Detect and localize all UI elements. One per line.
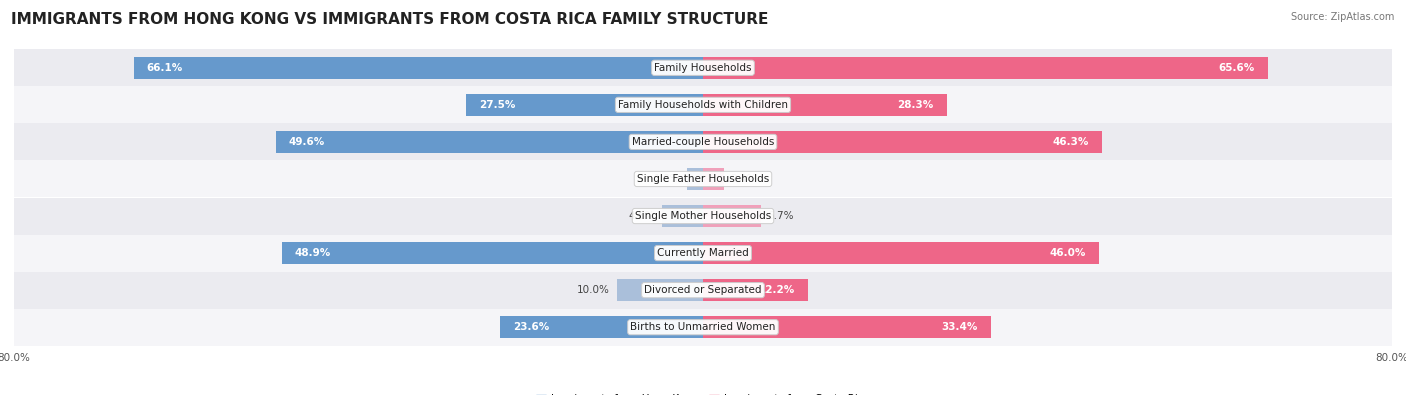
Bar (14, 308, 1392, 346)
Bar (14, 235, 1392, 272)
Bar (14, 272, 1392, 308)
Bar (276, 131, 703, 153)
Text: 27.5%: 27.5% (479, 100, 516, 110)
Text: Single Father Households: Single Father Households (637, 174, 769, 184)
Text: Divorced or Separated: Divorced or Separated (644, 285, 762, 295)
Text: Family Households with Children: Family Households with Children (619, 100, 787, 110)
Text: 65.6%: 65.6% (1219, 63, 1256, 73)
Bar (703, 94, 946, 116)
Bar (14, 49, 1392, 87)
Bar (703, 205, 761, 227)
Bar (662, 205, 703, 227)
Bar (14, 198, 1392, 235)
Text: Single Mother Households: Single Mother Households (636, 211, 770, 221)
Bar (14, 160, 1392, 198)
Text: Source: ZipAtlas.com: Source: ZipAtlas.com (1291, 12, 1395, 22)
Bar (14, 87, 1392, 123)
Bar (617, 279, 703, 301)
Text: 46.0%: 46.0% (1050, 248, 1087, 258)
Bar (703, 279, 808, 301)
Bar (499, 316, 703, 339)
Bar (467, 94, 703, 116)
Text: 4.8%: 4.8% (628, 211, 655, 221)
Text: 48.9%: 48.9% (295, 248, 330, 258)
Text: IMMIGRANTS FROM HONG KONG VS IMMIGRANTS FROM COSTA RICA FAMILY STRUCTURE: IMMIGRANTS FROM HONG KONG VS IMMIGRANTS … (11, 12, 769, 27)
Text: 28.3%: 28.3% (897, 100, 934, 110)
Text: Family Households: Family Households (654, 63, 752, 73)
Text: 1.8%: 1.8% (654, 174, 681, 184)
Text: 66.1%: 66.1% (146, 63, 183, 73)
Bar (703, 168, 724, 190)
Text: Currently Married: Currently Married (657, 248, 749, 258)
Text: 12.2%: 12.2% (759, 285, 796, 295)
Text: 49.6%: 49.6% (288, 137, 325, 147)
Bar (703, 242, 1099, 264)
Text: 10.0%: 10.0% (576, 285, 610, 295)
Bar (703, 131, 1102, 153)
Bar (703, 56, 1268, 79)
Text: 2.4%: 2.4% (731, 174, 756, 184)
Bar (281, 242, 703, 264)
Text: Births to Unmarried Women: Births to Unmarried Women (630, 322, 776, 332)
Text: 46.3%: 46.3% (1053, 137, 1088, 147)
Bar (703, 316, 991, 339)
Text: 33.4%: 33.4% (942, 322, 977, 332)
Text: Married-couple Households: Married-couple Households (631, 137, 775, 147)
Bar (134, 56, 703, 79)
Text: 6.7%: 6.7% (768, 211, 794, 221)
Text: 23.6%: 23.6% (513, 322, 548, 332)
Bar (14, 123, 1392, 160)
Legend: Immigrants from Hong Kong, Immigrants from Costa Rica: Immigrants from Hong Kong, Immigrants fr… (531, 390, 875, 395)
Bar (688, 168, 703, 190)
